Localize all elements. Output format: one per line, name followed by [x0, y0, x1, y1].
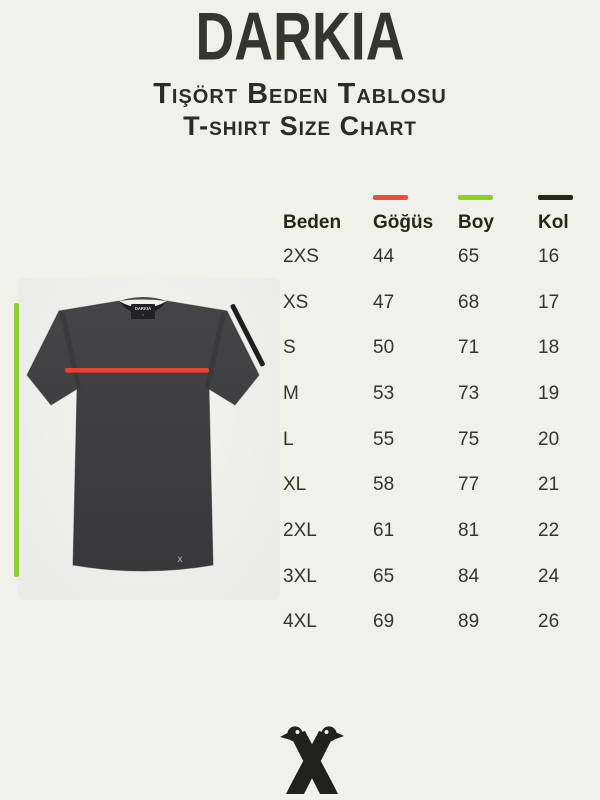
measurement-cell: 73: [458, 382, 480, 404]
neck-label-mark: x: [142, 313, 144, 317]
measurement-cell: 24: [538, 565, 560, 587]
measurement-cell: 50: [373, 337, 395, 359]
table-row: 3XL 65 84 24: [283, 554, 588, 600]
measurement-cell: 68: [458, 291, 480, 313]
size-cell: 3XL: [283, 565, 317, 587]
column-label-gogus: Göğüs: [373, 212, 434, 233]
measurement-cell: 44: [373, 245, 395, 267]
measurement-cell: 20: [538, 428, 560, 450]
tshirt-photo: DARKIA x x: [10, 278, 285, 608]
neck-label: [131, 304, 155, 319]
measurement-cell: 55: [373, 428, 395, 450]
size-table: Beden Göğüs Boy Kol 2XS 44 65 16 XS 47 68 17 S 50…: [283, 188, 588, 645]
table-row: L 55 75 20: [283, 417, 588, 463]
measurement-cell: 53: [373, 382, 395, 404]
measurement-cell: 16: [538, 245, 560, 267]
table-row: 2XS 44 65 16: [283, 234, 588, 280]
measurement-cell: 65: [373, 565, 395, 587]
column-label-boy: Boy: [458, 212, 494, 233]
header-cell-kol: Kol: [538, 188, 588, 234]
table-row: XL 58 77 21: [283, 462, 588, 508]
brand-logo: DARKIA: [195, 0, 405, 75]
right-sleeve-crease: [205, 311, 227, 389]
size-table-body: 2XS 44 65 16 XS 47 68 17 S 50 71 18 M 53 73 19 L 55 75 20 XL…: [283, 234, 588, 645]
neck-label-text: DARKIA: [135, 306, 151, 311]
header-cell-gogus: Göğüs: [373, 188, 458, 234]
measurement-cell: 22: [538, 519, 560, 541]
tshirt-body: [26, 300, 260, 572]
sleeve-color-swatch: [538, 195, 573, 200]
size-cell: M: [283, 382, 299, 404]
measurement-cell: 84: [458, 565, 480, 587]
measurement-cell: 71: [458, 337, 480, 359]
left-crow-eye: [295, 730, 300, 734]
size-table-header: Beden Göğüs Boy Kol: [283, 188, 588, 234]
hem-mark: x: [178, 554, 183, 565]
table-row: 2XL 61 81 22: [283, 508, 588, 554]
measurement-cell: 75: [458, 428, 480, 450]
subtitle-english: T-shirt Size Chart: [183, 111, 417, 141]
measurement-cell: 81: [458, 519, 480, 541]
chest-measure-line: [65, 368, 209, 373]
column-label-beden: Beden: [283, 212, 342, 233]
measurement-cell: 61: [373, 519, 395, 541]
size-cell: 2XL: [283, 519, 317, 541]
measurement-cell: 18: [538, 337, 560, 359]
measurement-cell: 21: [538, 474, 560, 496]
measurement-cell: 65: [458, 245, 480, 267]
size-cell: XS: [283, 291, 309, 313]
right-crow-eye: [324, 730, 329, 734]
measurement-cell: 89: [458, 611, 480, 633]
height-color-swatch: [458, 195, 493, 200]
size-cell: 4XL: [283, 611, 317, 633]
table-row: S 50 71 18: [283, 325, 588, 371]
measurement-cell: 47: [373, 291, 395, 313]
measurement-cell: 58: [373, 474, 395, 496]
size-cell: XL: [283, 474, 307, 496]
size-cell: L: [283, 428, 294, 450]
measurement-cell: 19: [538, 382, 560, 404]
height-measure-line: [14, 303, 19, 577]
brand-x-logo: [280, 726, 344, 794]
measurement-cell: 17: [538, 291, 560, 313]
size-cell: S: [283, 337, 296, 359]
header-cell-beden: Beden: [283, 188, 373, 234]
column-label-kol: Kol: [538, 212, 569, 233]
measurement-cell: 77: [458, 474, 480, 496]
measurement-cell: 69: [373, 611, 395, 633]
back-collar: [119, 297, 167, 301]
table-row: M 53 73 19: [283, 371, 588, 417]
size-cell: 2XS: [283, 245, 319, 267]
table-row: XS 47 68 17: [283, 280, 588, 326]
chest-color-swatch: [373, 195, 408, 200]
table-row: 4XL 69 89 26: [283, 600, 588, 646]
header-cell-boy: Boy: [458, 188, 538, 234]
measurement-cell: 26: [538, 611, 560, 633]
tshirt-illustration: DARKIA x x: [26, 297, 260, 572]
subtitle-turkish: Tişört Beden Tablosu: [153, 78, 447, 110]
